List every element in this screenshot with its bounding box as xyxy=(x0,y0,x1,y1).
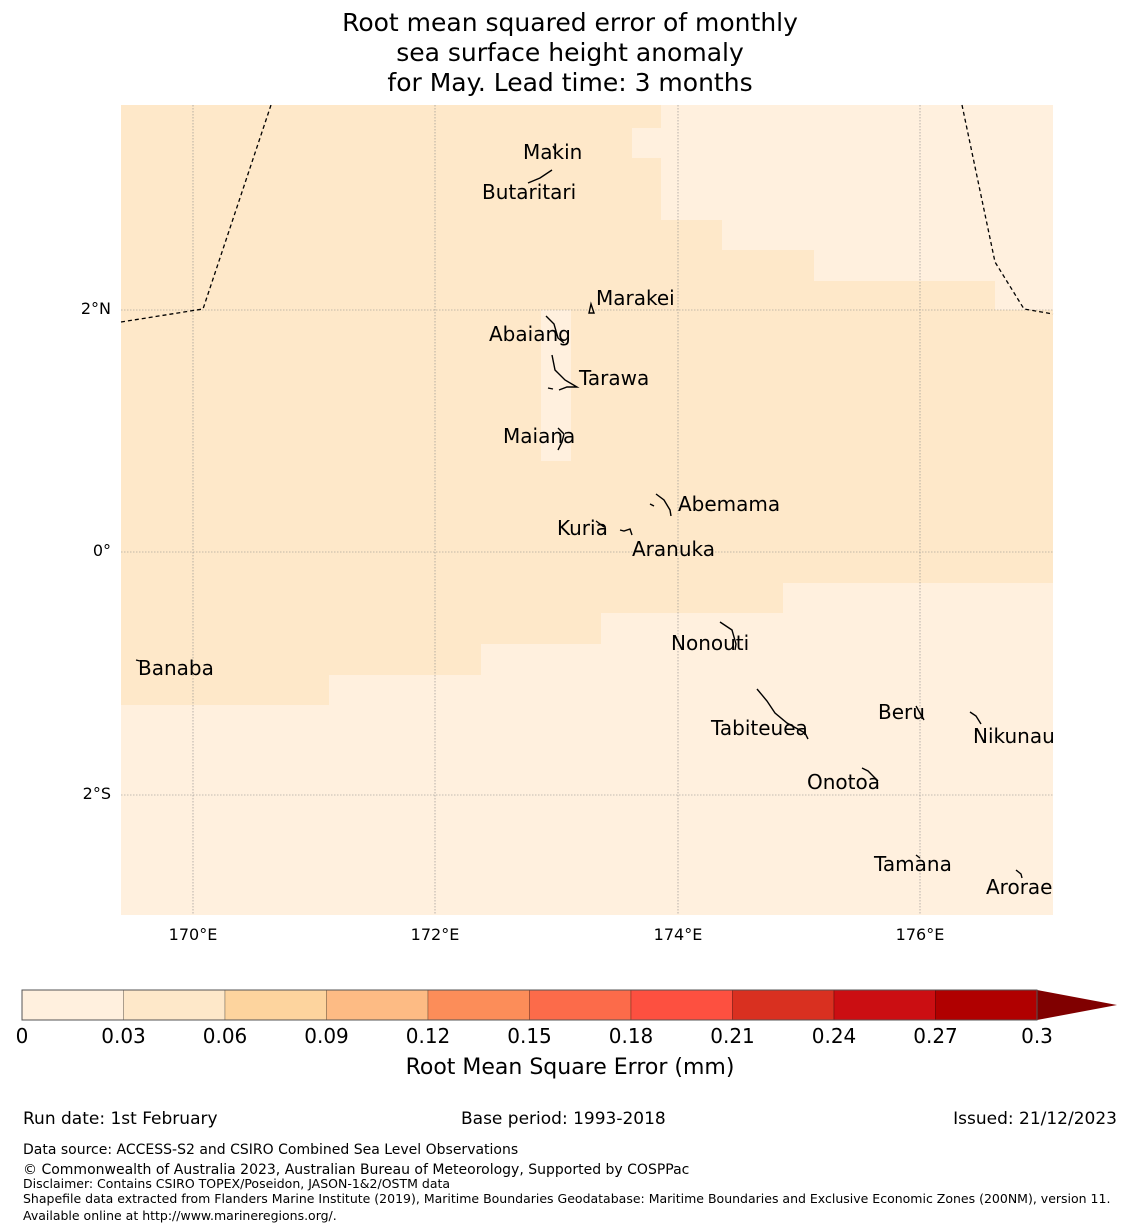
colorbar-tick: 0.03 xyxy=(101,1024,146,1048)
map-plot xyxy=(120,104,1054,915)
colorbar-tick: 0.3 xyxy=(1021,1024,1053,1048)
field-low-strip xyxy=(541,310,571,461)
run-date: Run date: 1st February xyxy=(23,1109,218,1129)
colorbar-tick: 0.09 xyxy=(304,1024,349,1048)
lon-tick: 174°E xyxy=(653,925,703,944)
base-period: Base period: 1993-2018 xyxy=(461,1109,666,1129)
island-label: Aranuka xyxy=(632,537,715,561)
island-label: Tabiteuea xyxy=(711,716,808,740)
colorbar-tick: 0.21 xyxy=(710,1024,755,1048)
colorbar-segment xyxy=(326,989,429,1021)
lat-tick: 0° xyxy=(92,541,111,560)
colorbar-segment xyxy=(21,989,124,1021)
gridlines xyxy=(121,105,1053,915)
island-label: Beru xyxy=(878,700,925,724)
island-label: Makin xyxy=(523,140,583,164)
colorbar-segment xyxy=(630,989,733,1021)
island-label: Marakei xyxy=(596,286,675,310)
title-line: sea surface height anomaly xyxy=(396,38,744,67)
figure-title: Root mean squared error of monthly sea s… xyxy=(0,8,1140,98)
colorbar-segment xyxy=(732,989,835,1021)
colorbar-extend-arrow xyxy=(1037,990,1117,1020)
island-label: Onotoa xyxy=(807,770,880,794)
eez-boundaries xyxy=(120,104,1054,323)
field-mid xyxy=(121,105,1053,705)
island-label: Butaritari xyxy=(482,180,577,204)
colorbar-tick: 0.27 xyxy=(913,1024,958,1048)
colorbar-tick: 0.12 xyxy=(405,1024,451,1048)
title-line: for May. Lead time: 3 months xyxy=(387,68,753,97)
island-label: Tarawa xyxy=(579,366,650,390)
title-line: Root mean squared error of monthly xyxy=(342,8,798,37)
colorbar-tick: 0.24 xyxy=(811,1024,857,1048)
island-label: Tamana xyxy=(874,852,952,876)
colorbar-outline xyxy=(21,989,1038,1021)
colorbar-tick: 0.18 xyxy=(608,1024,654,1048)
colorbar-segment xyxy=(224,989,327,1021)
island-label: Abaiang xyxy=(489,322,571,346)
island-label: Nikunau xyxy=(973,724,1055,748)
lat-tick: 2°N xyxy=(80,299,111,318)
issued-date: Issued: 21/12/2023 xyxy=(953,1109,1117,1129)
colorbar-tick: 0.06 xyxy=(202,1024,248,1048)
island-label: Nonouti xyxy=(671,631,750,655)
colorbar-segment xyxy=(529,989,632,1021)
colorbar-tick: 0 xyxy=(15,1024,29,1048)
colorbar-label: Root Mean Square Error (mm) xyxy=(405,1055,735,1080)
island-label: Kuria xyxy=(557,516,608,540)
colorbar-tick: 0.15 xyxy=(507,1024,552,1048)
island-label: Arorae xyxy=(986,875,1053,899)
lon-tick: 176°E xyxy=(895,925,945,944)
colorbar xyxy=(21,989,1117,1021)
colorbar-segment xyxy=(833,989,936,1021)
copyright: © Commonwealth of Australia 2023, Austra… xyxy=(23,1162,690,1178)
lon-tick: 172°E xyxy=(410,925,460,944)
lon-tick: 170°E xyxy=(168,925,218,944)
island-label: Maiana xyxy=(503,424,576,448)
colorbar-segment xyxy=(427,989,530,1021)
disclaimer: Disclaimer: Contains CSIRO TOPEX/Poseido… xyxy=(23,1176,451,1191)
colorbar-segment xyxy=(935,989,1038,1021)
data-source: Data source: ACCESS-S2 and CSIRO Combine… xyxy=(23,1142,519,1158)
island-outlines xyxy=(135,145,1023,879)
lat-tick: 2°S xyxy=(82,784,111,803)
island-label: Abemama xyxy=(678,492,781,516)
colorbar-segment xyxy=(123,989,226,1021)
island-label: Banaba xyxy=(138,656,214,680)
shapefile-credit: Shapefile data extracted from Flanders M… xyxy=(23,1191,1111,1223)
